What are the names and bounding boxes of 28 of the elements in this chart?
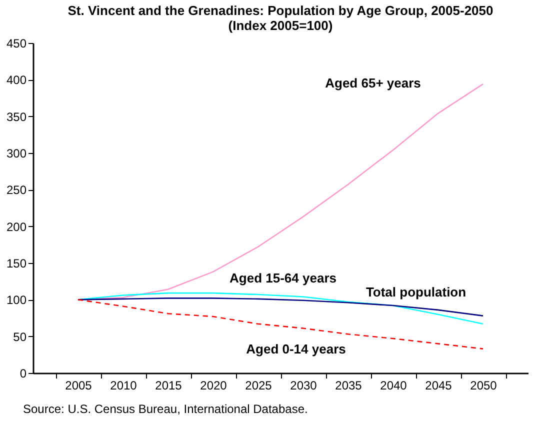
- line-series: [77, 298, 484, 316]
- y-tick-label: 200: [6, 220, 27, 234]
- y-tick-label: 50: [13, 330, 27, 344]
- x-tick-label: 2035: [335, 378, 362, 392]
- x-tick-label: 2040: [380, 378, 408, 392]
- x-tick-label: 2050: [470, 378, 498, 392]
- x-tick-label: 2030: [290, 378, 318, 392]
- y-tick-label: 450: [6, 36, 27, 50]
- y-tick-label: 400: [6, 73, 27, 88]
- y-tick-label: 150: [6, 256, 27, 270]
- y-tick-label: 300: [6, 146, 27, 160]
- text: St. Vincent and the Grenadines: Population by Age Group, 2005-2050: [68, 3, 494, 18]
- source-note: Source: U.S. Census Bureau, International Database.: [23, 402, 308, 416]
- x-tick-label: 2045: [425, 378, 452, 392]
- y-tick-label: 350: [6, 110, 27, 124]
- text: Aged 65+ years: [325, 75, 421, 90]
- x-tick-label: 2005: [65, 378, 92, 392]
- y-tick-label: 100: [6, 293, 27, 308]
- x-tick-label: 2015: [155, 378, 182, 392]
- x-tick-label: 2010: [110, 378, 138, 392]
- x-tick-label: 2020: [200, 378, 228, 392]
- series-label: Aged 0-14 years: [246, 342, 346, 357]
- series-label: Aged 15-64 years: [230, 270, 336, 286]
- text: (Index 2005=100): [228, 18, 333, 33]
- y-tick-label: 250: [6, 183, 27, 198]
- series-label: Total population: [366, 284, 466, 300]
- x-tick-label: 2025: [245, 378, 272, 392]
- y-tick-label: 0: [20, 366, 27, 380]
